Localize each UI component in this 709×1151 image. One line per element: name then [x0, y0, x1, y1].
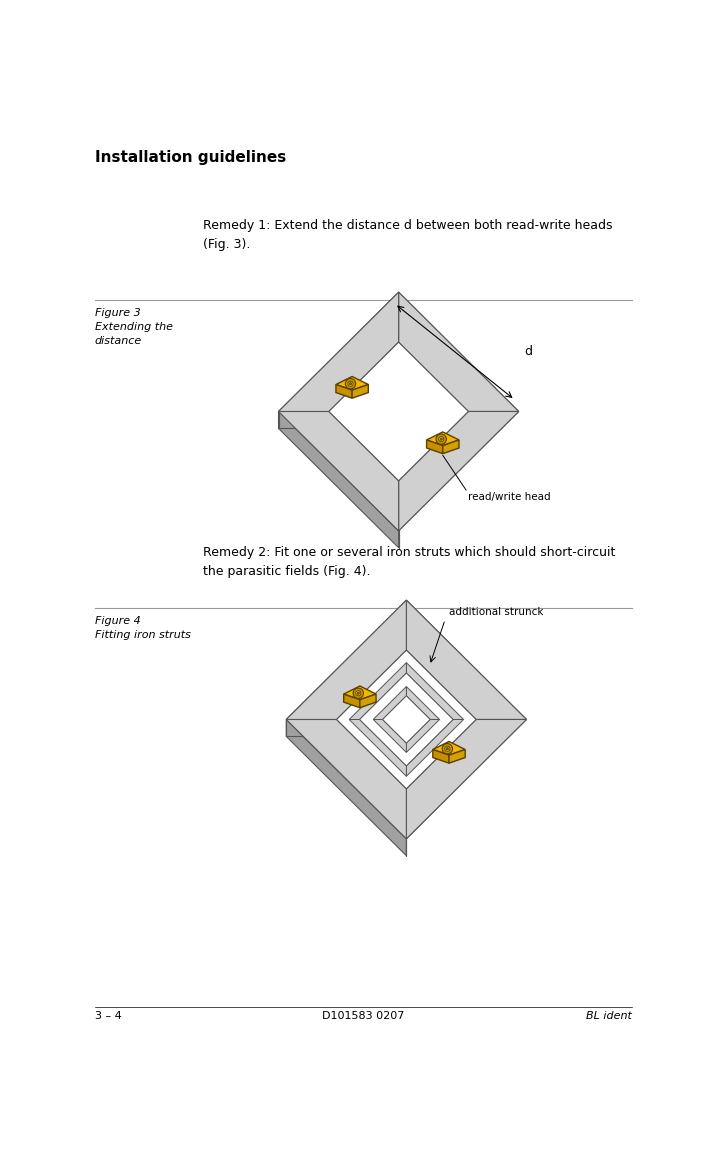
Polygon shape [336, 376, 368, 390]
Text: 3 – 4: 3 – 4 [95, 1012, 121, 1021]
Polygon shape [279, 292, 398, 411]
Circle shape [345, 379, 356, 389]
Polygon shape [286, 719, 406, 855]
Polygon shape [427, 432, 459, 445]
Polygon shape [406, 600, 527, 719]
Polygon shape [286, 719, 406, 839]
Text: d: d [524, 345, 532, 358]
Polygon shape [449, 749, 465, 763]
Text: additional strunck: additional strunck [449, 607, 544, 617]
Polygon shape [398, 411, 519, 531]
Polygon shape [427, 440, 443, 453]
Circle shape [436, 434, 447, 444]
Circle shape [442, 744, 452, 754]
Polygon shape [360, 694, 376, 708]
Polygon shape [373, 719, 406, 753]
Text: D101583 0207: D101583 0207 [322, 1012, 404, 1021]
Polygon shape [406, 719, 440, 753]
Polygon shape [349, 719, 406, 776]
Text: Figure 4
Fitting iron struts: Figure 4 Fitting iron struts [95, 616, 191, 640]
Polygon shape [406, 719, 527, 839]
Polygon shape [279, 411, 329, 428]
Circle shape [439, 436, 444, 442]
Polygon shape [286, 600, 406, 719]
Polygon shape [406, 719, 527, 839]
Polygon shape [406, 600, 527, 719]
Polygon shape [329, 342, 469, 481]
Polygon shape [406, 719, 464, 776]
Polygon shape [336, 384, 352, 398]
Polygon shape [398, 411, 519, 531]
Polygon shape [359, 673, 453, 765]
Circle shape [356, 691, 361, 696]
Text: read/write head: read/write head [468, 493, 550, 502]
Polygon shape [344, 694, 360, 708]
Text: Remedy 1: Extend the distance d between both read-write heads
(Fig. 3).: Remedy 1: Extend the distance d between … [203, 219, 613, 251]
Polygon shape [279, 411, 398, 531]
Polygon shape [383, 696, 430, 744]
Polygon shape [373, 686, 406, 719]
Polygon shape [352, 384, 368, 398]
Polygon shape [286, 719, 337, 737]
Polygon shape [398, 292, 519, 411]
Polygon shape [432, 741, 465, 755]
Circle shape [348, 381, 353, 387]
Circle shape [357, 692, 359, 694]
Text: Remedy 2: Fit one or several iron struts which should short-circuit
the parasiti: Remedy 2: Fit one or several iron struts… [203, 547, 615, 578]
Circle shape [440, 439, 442, 441]
Polygon shape [286, 600, 406, 719]
Polygon shape [279, 292, 398, 411]
Text: BL ident: BL ident [586, 1012, 632, 1021]
Polygon shape [286, 719, 406, 839]
Polygon shape [406, 686, 440, 719]
Text: Figure 3
Extending the
distance: Figure 3 Extending the distance [95, 307, 173, 345]
Polygon shape [344, 686, 376, 700]
Circle shape [446, 747, 449, 749]
Polygon shape [406, 663, 464, 719]
Polygon shape [398, 292, 519, 411]
Polygon shape [432, 749, 449, 763]
Polygon shape [279, 411, 398, 548]
Circle shape [353, 688, 364, 699]
Polygon shape [279, 411, 398, 531]
Polygon shape [337, 650, 476, 788]
Polygon shape [443, 440, 459, 453]
Polygon shape [349, 663, 406, 719]
Circle shape [350, 382, 352, 384]
Circle shape [445, 746, 450, 752]
Polygon shape [329, 411, 398, 497]
Text: Installation guidelines: Installation guidelines [95, 150, 286, 165]
